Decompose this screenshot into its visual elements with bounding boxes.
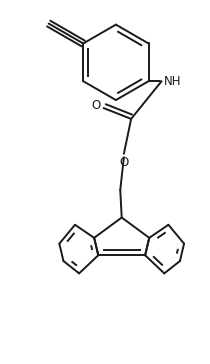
Text: O: O [119,156,129,169]
Text: NH: NH [164,75,181,88]
Text: O: O [92,99,101,112]
